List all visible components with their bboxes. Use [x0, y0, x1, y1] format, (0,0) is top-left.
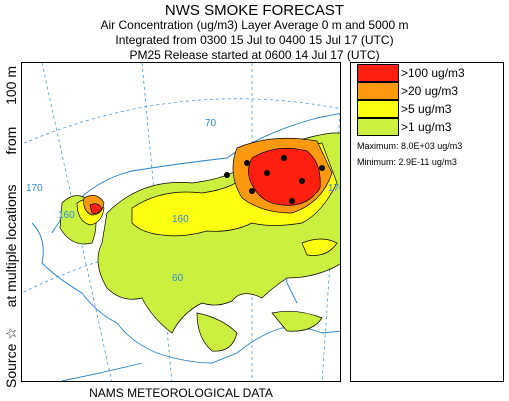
longitude-label-160w: 160: [58, 210, 75, 221]
fire-source-star: [281, 155, 287, 161]
fire-source-star: [249, 188, 255, 194]
fire-source-markers: [224, 155, 325, 204]
fire-source-star: [264, 170, 270, 176]
longitude-label-170: 170: [328, 183, 341, 194]
map-canvas: 170 160 160 170 70 60: [22, 63, 341, 381]
graticule-labels: 170 160 160 170 70 60: [26, 118, 341, 284]
source-from-text: from: [3, 126, 19, 155]
fire-source-star: [319, 165, 325, 171]
subtitle-integration: Integrated from 0300 15 Jul to 0400 15 J…: [115, 33, 394, 47]
latitude-label-60: 60: [172, 273, 184, 284]
longitude-label-160: 160: [172, 214, 189, 225]
fire-source-star: [289, 198, 295, 204]
source-label: Source ☆ at multiple locations from 100 …: [3, 58, 21, 388]
smoke-plume-level-100: [89, 147, 321, 214]
legend-swatch-20: [357, 82, 399, 100]
legend-swatch-1: [357, 118, 399, 136]
fire-source-star: [224, 172, 230, 178]
smoke-map: 170 160 160 170 70 60: [21, 62, 341, 382]
latitude-label-70: 70: [205, 118, 217, 129]
latitude-line-70: [22, 98, 340, 145]
west-coast: [31, 222, 118, 324]
fire-source-star: [244, 160, 250, 166]
meteorological-data-label: NAMS METEOROLOGICAL DATA: [89, 386, 273, 400]
maximum-value: Maximum: 8.0E+03 ug/m3: [357, 141, 463, 151]
legend-label-1: >1 ug/m3: [401, 120, 452, 134]
peninsula-coast: [61, 362, 143, 381]
longitude-label-170w: 170: [26, 183, 43, 194]
legend-label-20: >20 ug/m3: [401, 84, 459, 98]
source-height-text: 100 m: [3, 65, 19, 105]
legend-label-5: >5 ug/m3: [401, 102, 452, 116]
minimum-value: Minimum: 2.9E-11 ug/m3: [357, 157, 457, 167]
legend-swatch-100: [357, 64, 399, 82]
legend-panel: >100 ug/m3 >20 ug/m3 >5 ug/m3 >1 ug/m3 M…: [350, 62, 504, 382]
legend-swatch-5: [357, 100, 399, 118]
chart-title: NWS SMOKE FORECAST: [164, 2, 345, 19]
source-text: Source ☆: [3, 327, 19, 388]
subtitle-release: PM25 Release started at 0600 14 Jul 17 (…: [129, 48, 380, 62]
fire-source-star: [299, 178, 305, 184]
arctic-coast: [51, 112, 340, 234]
legend-label-100: >100 ug/m3: [401, 66, 465, 80]
source-locations-text: at multiple locations: [3, 184, 19, 308]
subtitle-concentration: Air Concentration (ug/m3) Layer Average …: [100, 18, 409, 32]
